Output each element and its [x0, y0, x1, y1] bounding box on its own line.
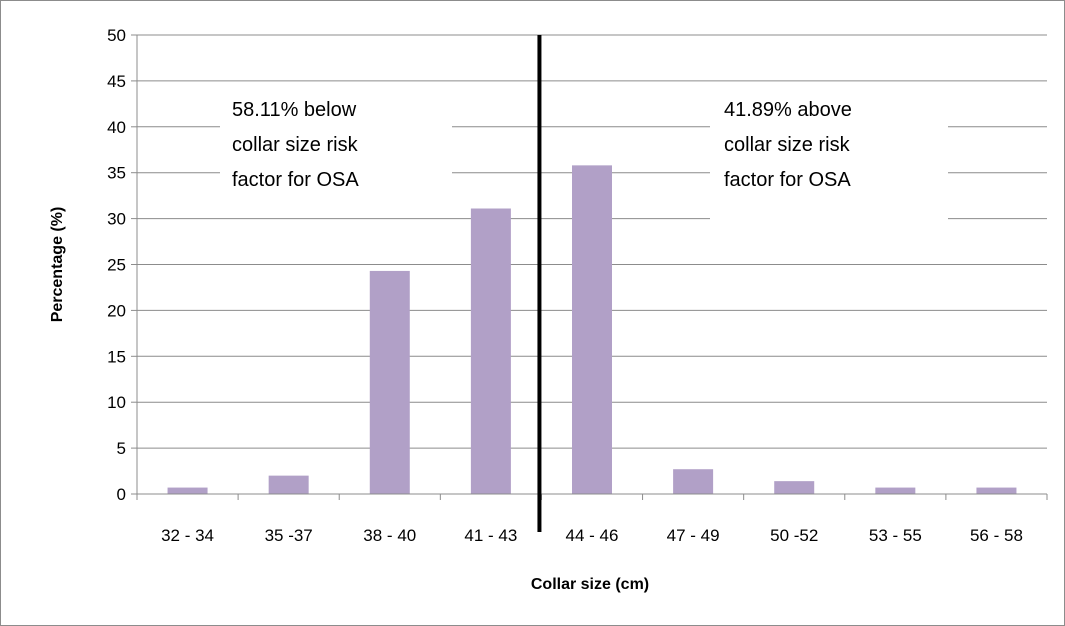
annotation-below-background — [220, 88, 452, 202]
y-tick-labels: 0 5 10 15 20 25 30 35 40 45 50 — [107, 26, 126, 504]
bar-56-58 — [976, 487, 1017, 494]
bar-38-40 — [369, 270, 410, 494]
x-tick-label: 32 - 34 — [161, 526, 214, 545]
bar-50-52 — [774, 481, 815, 494]
x-tick-label: 41 - 43 — [464, 526, 517, 545]
x-axis-title: Collar size (cm) — [531, 576, 649, 593]
x-tick-labels: 32 - 34 35 -37 38 - 40 41 - 43 44 - 46 47 - 4… — [161, 526, 1023, 545]
annotation-above-line-2: collar size risk — [724, 134, 851, 156]
bar-32-34 — [167, 487, 208, 494]
y-tick-label: 0 — [117, 485, 126, 504]
y-tick-label: 40 — [107, 118, 126, 137]
y-axis-title: Percentage (%) — [49, 207, 66, 323]
bar-41-43 — [470, 208, 511, 494]
x-tick-label: 35 -37 — [265, 526, 313, 545]
annotation-below-line-2: collar size risk — [232, 134, 359, 156]
x-tick-label: 44 - 46 — [566, 526, 619, 545]
bar-47-49 — [673, 469, 714, 494]
y-tick-label: 15 — [107, 347, 126, 366]
annotation-below-line-3: factor for OSA — [232, 169, 359, 191]
bar-35-37 — [268, 475, 309, 494]
annotation-above-line-1: 41.89% above — [724, 99, 852, 121]
y-tick-label: 45 — [107, 72, 126, 91]
annotation-backgrounds — [220, 88, 948, 220]
y-tick-label: 35 — [107, 164, 126, 183]
x-tick-label: 50 -52 — [770, 526, 818, 545]
y-tick-label: 10 — [107, 393, 126, 412]
annotation-below-line-1: 58.11% below — [232, 99, 357, 121]
y-tick-label: 50 — [107, 26, 126, 45]
y-tick-label: 25 — [107, 256, 126, 275]
axes — [136, 35, 1048, 500]
y-tick-label: 5 — [117, 439, 126, 458]
bars — [167, 165, 1017, 494]
x-tick-label: 47 - 49 — [667, 526, 720, 545]
annotation-above-line-3: factor for OSA — [724, 169, 851, 191]
y-tick-label: 30 — [107, 210, 126, 229]
y-tick-label: 20 — [107, 301, 126, 320]
bar-44-46 — [572, 165, 612, 494]
x-tick-label: 53 - 55 — [869, 526, 922, 545]
bar-53-55 — [875, 487, 916, 494]
annotation-above-background — [710, 88, 948, 220]
x-tick-label: 38 - 40 — [363, 526, 416, 545]
x-tick-label: 56 - 58 — [970, 526, 1023, 545]
